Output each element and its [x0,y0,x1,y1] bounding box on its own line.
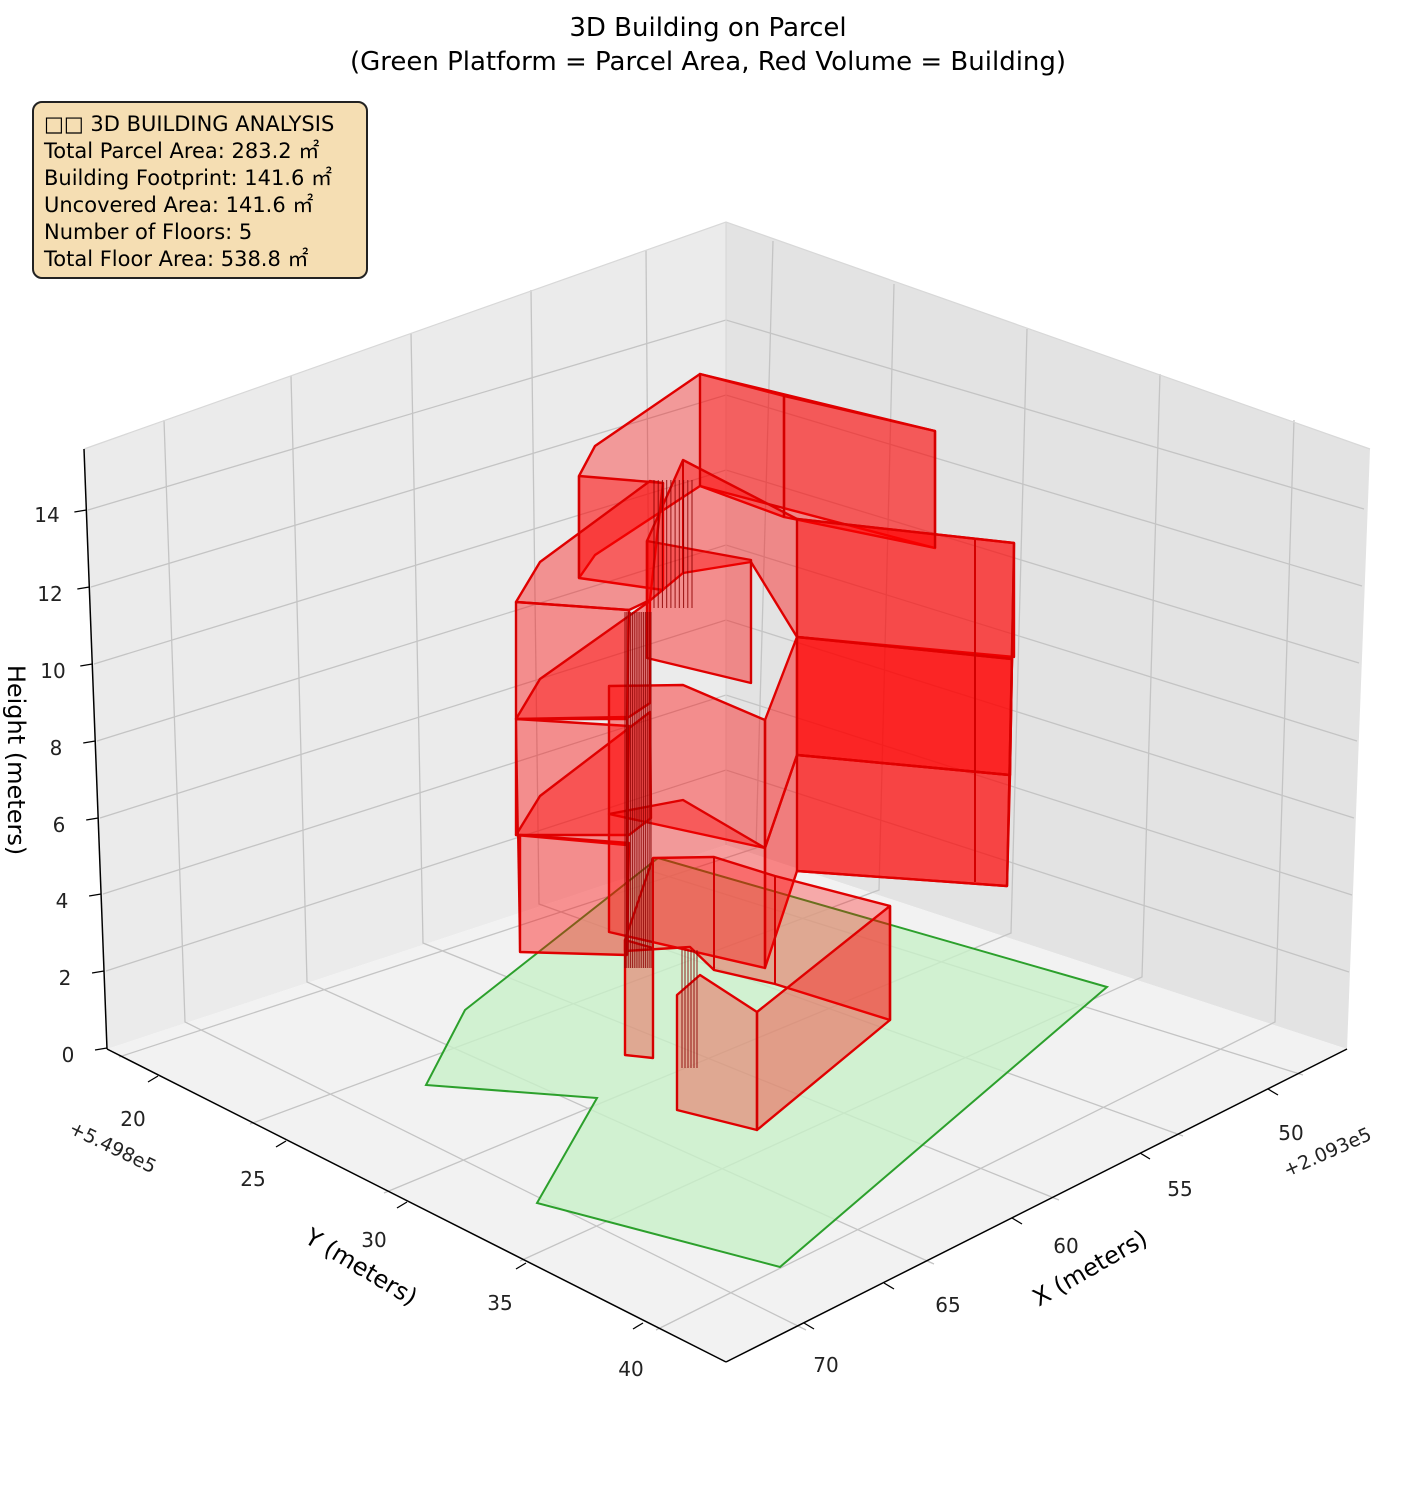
z-tick-label: 4 [56,889,69,913]
z-tick-mark [83,740,96,744]
x-tick-mark [1139,1152,1151,1160]
z-tick-mark [94,1047,108,1051]
x-tick-mark [803,1322,815,1330]
y-tick-label: 35 [487,1291,512,1315]
z-tick-label: 10 [40,659,65,683]
z-axis-line [83,448,108,1050]
z-tick-label: 14 [34,503,59,527]
x-axis-label: X (meters) [1028,1224,1152,1312]
y-tick-label: 40 [618,1357,643,1381]
z-tick-label: 2 [59,966,72,990]
axes [74,448,1348,1363]
stats-uncovered: Uncovered Area: 141.6 ㎡ [44,193,314,217]
y-gridline [163,419,807,1331]
x-axis-line [725,1048,1348,1363]
stats-floors: Number of Floors: 5 [44,220,253,244]
y-axis-line [106,1048,727,1363]
y-tick-label: 25 [240,1167,265,1191]
y-tick-mark [396,1201,408,1209]
x-tick-label: 60 [1053,1234,1078,1258]
x-gridline [118,240,774,1058]
z-tick-mark [80,663,93,667]
stats-parcel-area: Total Parcel Area: 283.2 ㎡ [44,139,320,163]
z-tick-mark [88,893,102,897]
back-right-pane [726,222,1370,1049]
x-tick-label: 70 [813,1353,838,1377]
x-tick-mark [1011,1217,1023,1225]
stats-floor-area: Total Floor Area: 538.8 ㎡ [44,247,309,271]
chart-title: 3D Building on Parcel [569,13,847,43]
z-tick-mark [91,970,105,974]
y-tick-mark [632,1322,644,1330]
x-tick-label: 65 [935,1293,960,1317]
stats-box: □□ 3D BUILDING ANALYSIS Total Parcel Are… [32,101,368,279]
chart-subtitle: (Green Platform = Parcel Area, Red Volum… [349,47,1067,77]
parcel-platform [424,856,1110,1269]
y-tick-mark [275,1140,287,1148]
z-tick-label: 12 [37,582,62,606]
x-gridline [655,419,1295,1331]
y-tick-label: 30 [361,1228,386,1252]
building-edge [515,718,521,953]
x-tick-mark [1267,1088,1279,1096]
z-axis-label: Height (meters) [2,665,30,855]
x-tick-label: 50 [1278,1121,1303,1145]
z-tick-mark [74,509,87,513]
stats-heading: □□ 3D BUILDING ANALYSIS [44,112,335,136]
z-tick-mark [77,586,90,590]
z-tick-mark [86,817,99,821]
parcel-polygon [424,856,1110,1269]
back-left-pane [84,222,726,1049]
x-tick-label: 55 [1167,1177,1192,1201]
stats-footprint: Building Footprint: 141.6 ㎡ [44,166,333,190]
building-edge [1006,542,1015,887]
z-tick-label: 8 [50,736,63,760]
y-tick-mark [147,1075,159,1083]
z-tick-label: 6 [53,813,66,837]
y-tick-label: 20 [120,1107,145,1131]
building-volume [514,372,1016,1132]
y-tick-mark [515,1262,527,1270]
x-tick-mark [883,1282,895,1290]
z-tick-label: 0 [62,1043,75,1067]
